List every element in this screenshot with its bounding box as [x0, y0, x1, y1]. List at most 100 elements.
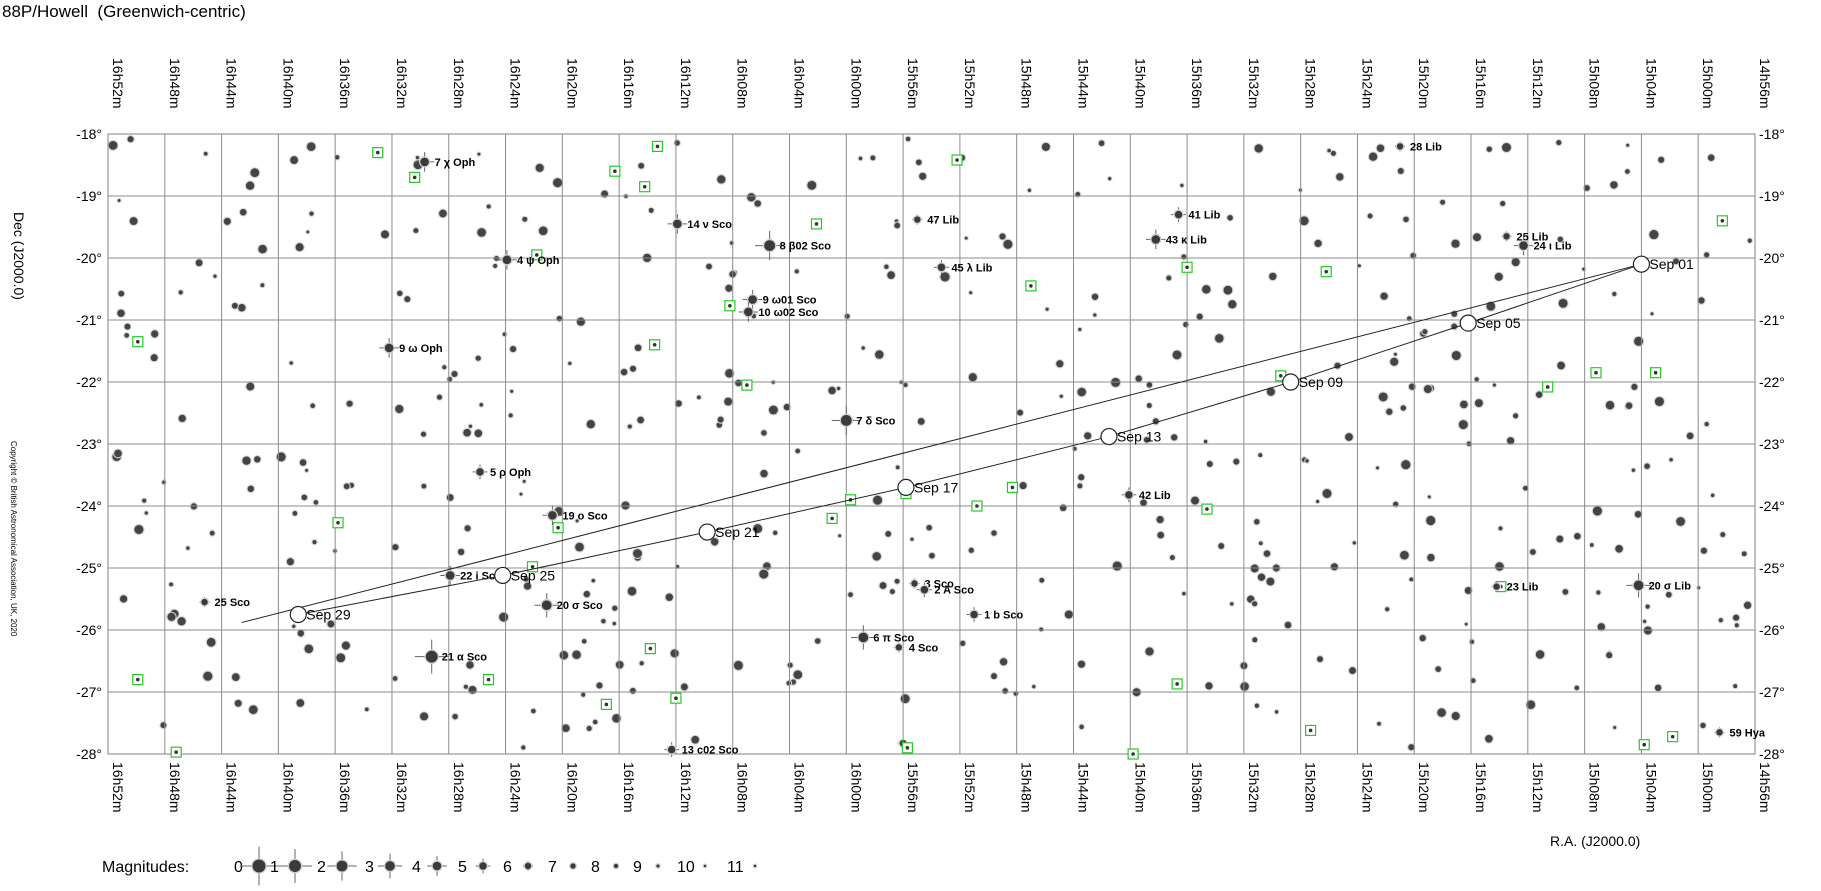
- field-star: [143, 510, 150, 516]
- field-star: [1385, 407, 1394, 416]
- field-star: [1228, 601, 1235, 607]
- galaxy-marker: [901, 742, 913, 754]
- field-star: [437, 208, 448, 219]
- field-star: [746, 192, 757, 203]
- field-star: [1040, 141, 1052, 153]
- field-star: [1205, 459, 1214, 469]
- dec-tick-label-right: -26°: [1759, 622, 1785, 638]
- labeled-star: [379, 338, 399, 358]
- field-star: [1457, 418, 1469, 431]
- field-star: [1434, 665, 1443, 674]
- field-star: [473, 428, 484, 439]
- ra-tick-label-top: 15h24m: [1359, 58, 1375, 109]
- field-star: [465, 660, 475, 670]
- field-star: [275, 451, 287, 463]
- legend-star-symbol: [327, 851, 357, 881]
- field-star: [395, 289, 404, 298]
- field-star: [1497, 525, 1504, 532]
- field-star: [1204, 681, 1214, 691]
- field-star: [476, 226, 488, 238]
- star-label: 59 Hya: [1730, 727, 1766, 739]
- galaxy-marker: [1590, 367, 1602, 379]
- field-star: [107, 139, 119, 151]
- field-star: [1644, 603, 1651, 610]
- field-star: [1407, 382, 1417, 392]
- field-star: [1422, 384, 1433, 395]
- field-star: [1573, 531, 1582, 541]
- ra-tick-label-bottom: 16h16m: [621, 762, 637, 813]
- field-star: [1253, 702, 1261, 709]
- field-star: [1668, 456, 1674, 463]
- field-star: [450, 369, 459, 379]
- galaxy-marker: [1171, 678, 1183, 690]
- labeled-star: [534, 593, 559, 618]
- labeled-star: [1513, 235, 1534, 256]
- labeled-star: [1171, 207, 1186, 222]
- star-label: 47 Lib: [927, 215, 959, 227]
- labeled-star: [472, 464, 488, 480]
- field-star: [394, 403, 405, 415]
- dec-tick-label-right: -18°: [1759, 126, 1785, 142]
- field-star: [1202, 438, 1209, 445]
- field-star: [1076, 473, 1086, 482]
- field-star: [508, 344, 518, 354]
- y-axis-label: Dec (J2000.0): [11, 212, 27, 300]
- field-star: [1168, 554, 1176, 562]
- field-star: [1106, 175, 1113, 182]
- field-star: [1463, 621, 1469, 627]
- field-star: [860, 345, 866, 351]
- field-star: [574, 518, 580, 524]
- field-star: [1265, 576, 1276, 587]
- field-star: [1374, 465, 1381, 471]
- star-label: 25 Sco: [215, 597, 251, 609]
- star-label: 5 ρ Oph: [490, 467, 531, 479]
- field-star: [734, 378, 743, 388]
- field-star: [1026, 187, 1033, 194]
- field-star: [827, 385, 837, 396]
- ra-tick-label-bottom: 16h24m: [508, 762, 524, 813]
- ra-tick-label-top: 14h56m: [1757, 58, 1773, 109]
- field-star: [1144, 646, 1155, 657]
- field-star: [1366, 212, 1374, 220]
- field-star: [305, 141, 317, 152]
- field-star: [631, 547, 644, 560]
- field-star: [456, 547, 466, 557]
- galaxy-marker: [372, 147, 384, 159]
- field-star: [728, 240, 735, 246]
- star-label: 22 i Sco: [460, 570, 502, 582]
- star-label: 42 Lib: [1139, 490, 1171, 502]
- dec-tick-label-left: -18°: [76, 126, 102, 142]
- ra-tick-label-bottom: 15h16m: [1473, 762, 1489, 813]
- field-star: [1483, 733, 1494, 744]
- ra-tick-label-top: 15h28m: [1303, 58, 1319, 109]
- field-star: [1092, 312, 1098, 318]
- field-star: [445, 493, 455, 502]
- comet-position-marker: [897, 478, 915, 496]
- field-star: [1273, 709, 1280, 715]
- field-star: [1697, 296, 1706, 305]
- field-star: [1253, 143, 1264, 154]
- comet-date-label: Sep 21: [715, 524, 760, 540]
- ra-tick-label-bottom: 15h00m: [1700, 762, 1716, 813]
- field-star: [847, 591, 854, 599]
- field-star: [638, 659, 645, 667]
- galaxy-marker: [1025, 280, 1037, 292]
- star-label: 7 χ Oph: [435, 157, 476, 169]
- field-star: [185, 545, 191, 551]
- field-star: [558, 649, 570, 661]
- field-star: [412, 227, 420, 235]
- field-star: [1473, 376, 1480, 383]
- galaxy-marker: [826, 512, 838, 525]
- field-star: [294, 242, 305, 253]
- field-star: [1377, 391, 1389, 403]
- field-star: [1528, 548, 1537, 556]
- field-star: [894, 464, 901, 471]
- field-star: [1499, 199, 1507, 208]
- galaxy-markers: [132, 140, 1728, 760]
- field-star: [560, 723, 571, 734]
- field-star: [1525, 699, 1537, 711]
- field-star: [1111, 560, 1123, 572]
- field-star: [1090, 292, 1100, 302]
- field-star: [116, 197, 122, 204]
- labeled-star: [664, 742, 680, 758]
